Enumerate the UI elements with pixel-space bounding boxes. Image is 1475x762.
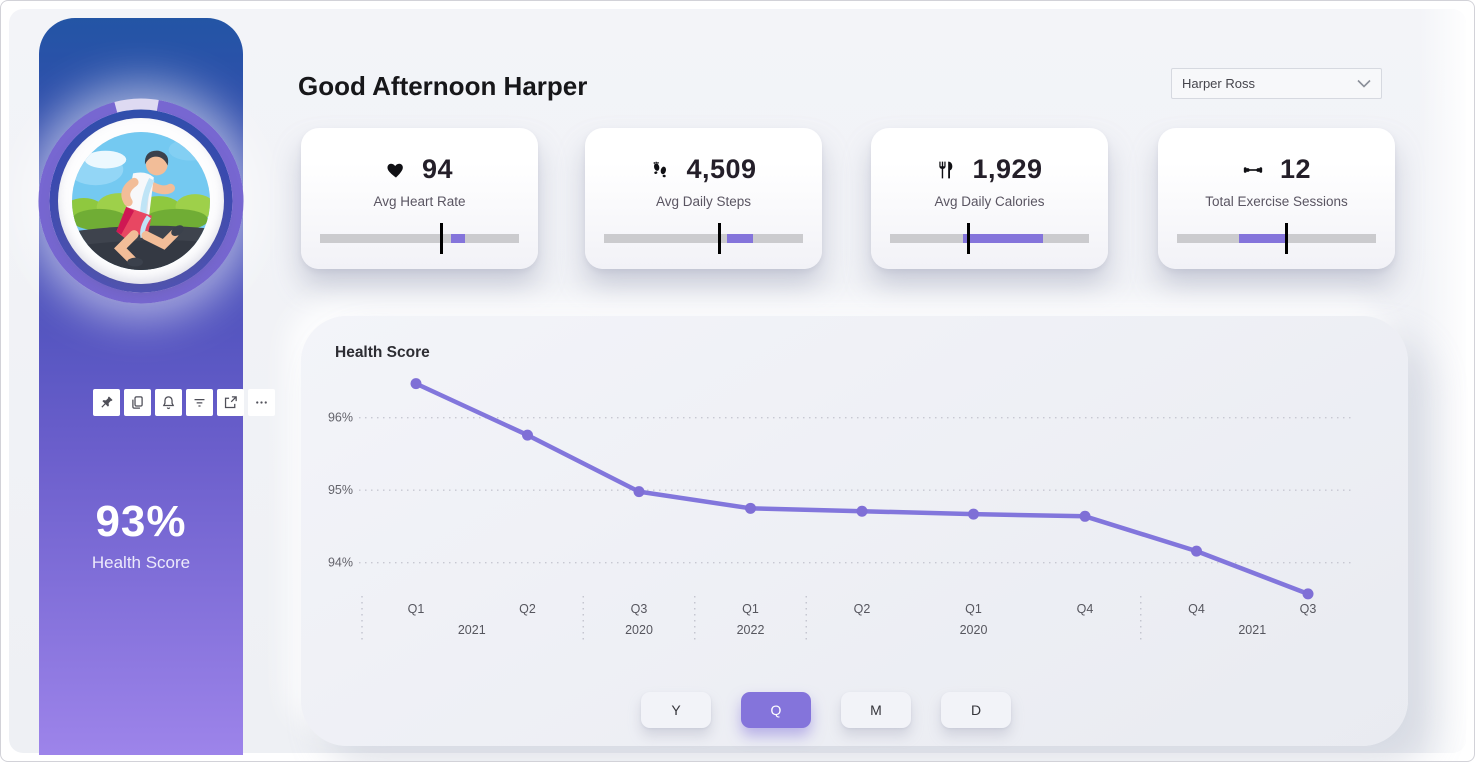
chart-title: Health Score <box>335 344 430 361</box>
x-axis-quarter-label: Q2 <box>519 602 536 616</box>
page-title: Good Afternoon Harper <box>298 71 588 101</box>
data-point[interactable] <box>1191 545 1202 557</box>
stat-head: 94 <box>301 154 538 185</box>
stat-head: 1,929 <box>871 154 1108 185</box>
x-axis-quarter-label: Q3 <box>1300 602 1317 616</box>
x-axis-quarter-label: Q4 <box>1188 602 1205 616</box>
stat-head: 4,509 <box>585 154 822 185</box>
stat-label: Total Exercise Sessions <box>1205 194 1348 209</box>
gauge-fill <box>1238 234 1286 243</box>
utensils-icon <box>939 161 953 178</box>
time-button-quarter[interactable]: Q <box>741 692 811 728</box>
x-axis-quarter-label: Q4 <box>1077 602 1094 616</box>
stat-value: 4,509 <box>686 154 757 184</box>
stat-card-daily-steps: 4,509 Avg Daily Steps <box>585 128 822 269</box>
time-button-day[interactable]: D <box>941 692 1011 728</box>
trend-line <box>413 381 1311 597</box>
focus-mode-icon[interactable] <box>217 389 244 416</box>
stat-label: Avg Daily Calories <box>934 194 1045 209</box>
stat-head: 12 <box>1158 154 1395 185</box>
data-point[interactable] <box>745 502 756 514</box>
gauge <box>604 223 803 254</box>
background-fade <box>1418 9 1466 753</box>
heart-icon <box>387 163 403 177</box>
gauge-target-marker <box>967 223 971 254</box>
x-axis-quarter-label: Q1 <box>742 602 759 616</box>
y-axis-tick-label: 95% <box>328 483 353 497</box>
gauge-fill <box>962 234 1044 243</box>
gauge-fill <box>727 234 754 243</box>
filter-icon[interactable] <box>186 389 213 416</box>
health-score-chart-card: Health Score 96% 95% 94% Q1 Q2 Q3 Q1 Q2 Q1 Q4 Q4 Q3… <box>301 316 1408 746</box>
x-axis-quarter-label: Q1 <box>408 602 425 616</box>
data-point[interactable] <box>1079 510 1091 522</box>
data-point[interactable] <box>968 508 979 520</box>
stat-value: 12 <box>1279 154 1312 184</box>
stat-value: 1,929 <box>972 154 1043 184</box>
x-axis-year-label: 2021 <box>1238 623 1266 637</box>
gauge <box>890 223 1089 254</box>
avatar <box>72 132 210 270</box>
data-point[interactable] <box>856 505 868 517</box>
time-button-year[interactable]: Y <box>641 692 711 728</box>
footprints-icon <box>653 161 667 177</box>
data-point[interactable] <box>633 486 645 498</box>
gauge-target-marker <box>1284 223 1288 254</box>
x-axis-quarter-label: Q1 <box>965 602 982 616</box>
x-axis-year-label: 2020 <box>625 623 653 637</box>
health-score-line-chart: 96% 95% 94% Q1 Q2 Q3 Q1 Q2 Q1 Q4 Q4 Q3 2021 2020 2022 2… <box>328 378 1353 644</box>
gauge-target-marker <box>439 223 443 254</box>
x-axis-quarter-label: Q3 <box>631 602 648 616</box>
stat-label: Avg Daily Steps <box>655 194 752 209</box>
gauge <box>1177 223 1376 254</box>
y-axis-tick-label: 96% <box>328 411 353 425</box>
health-ring <box>38 98 244 304</box>
x-axis-year-label: 2021 <box>458 623 486 637</box>
gauge-target-marker <box>717 223 721 254</box>
visual-toolbar <box>93 389 275 416</box>
x-axis-year-label: 2020 <box>960 623 988 637</box>
runner-illustration <box>72 132 210 270</box>
gauge-fill <box>451 234 466 243</box>
data-point[interactable] <box>522 429 533 441</box>
chevron-down-icon <box>1357 79 1371 88</box>
data-point[interactable] <box>1302 588 1314 600</box>
x-axis-year-label: 2022 <box>737 623 765 637</box>
sidebar-health-score-label: Health Score <box>91 553 191 572</box>
pin-icon[interactable] <box>93 389 120 416</box>
data-point[interactable] <box>410 378 422 390</box>
x-axis-quarter-label: Q2 <box>854 602 871 616</box>
dumbbell-icon <box>1243 166 1263 173</box>
y-axis-tick-label: 94% <box>328 556 353 570</box>
stat-card-exercise-sessions: 12 Total Exercise Sessions <box>1158 128 1395 269</box>
sidebar-health-score-value: 93% <box>95 497 187 546</box>
bell-icon[interactable] <box>155 389 182 416</box>
user-select-value: Harper Ross <box>1182 76 1255 91</box>
copy-icon[interactable] <box>124 389 151 416</box>
stat-label: Avg Heart Rate <box>373 194 466 209</box>
user-select-dropdown[interactable]: Harper Ross <box>1171 68 1382 99</box>
more-options-icon[interactable] <box>248 389 275 416</box>
time-button-month[interactable]: M <box>841 692 911 728</box>
stat-card-daily-calories: 1,929 Avg Daily Calories <box>871 128 1108 269</box>
stat-card-heart-rate: 94 Avg Heart Rate <box>301 128 538 269</box>
stat-value: 94 <box>421 154 454 184</box>
gauge <box>320 223 519 254</box>
